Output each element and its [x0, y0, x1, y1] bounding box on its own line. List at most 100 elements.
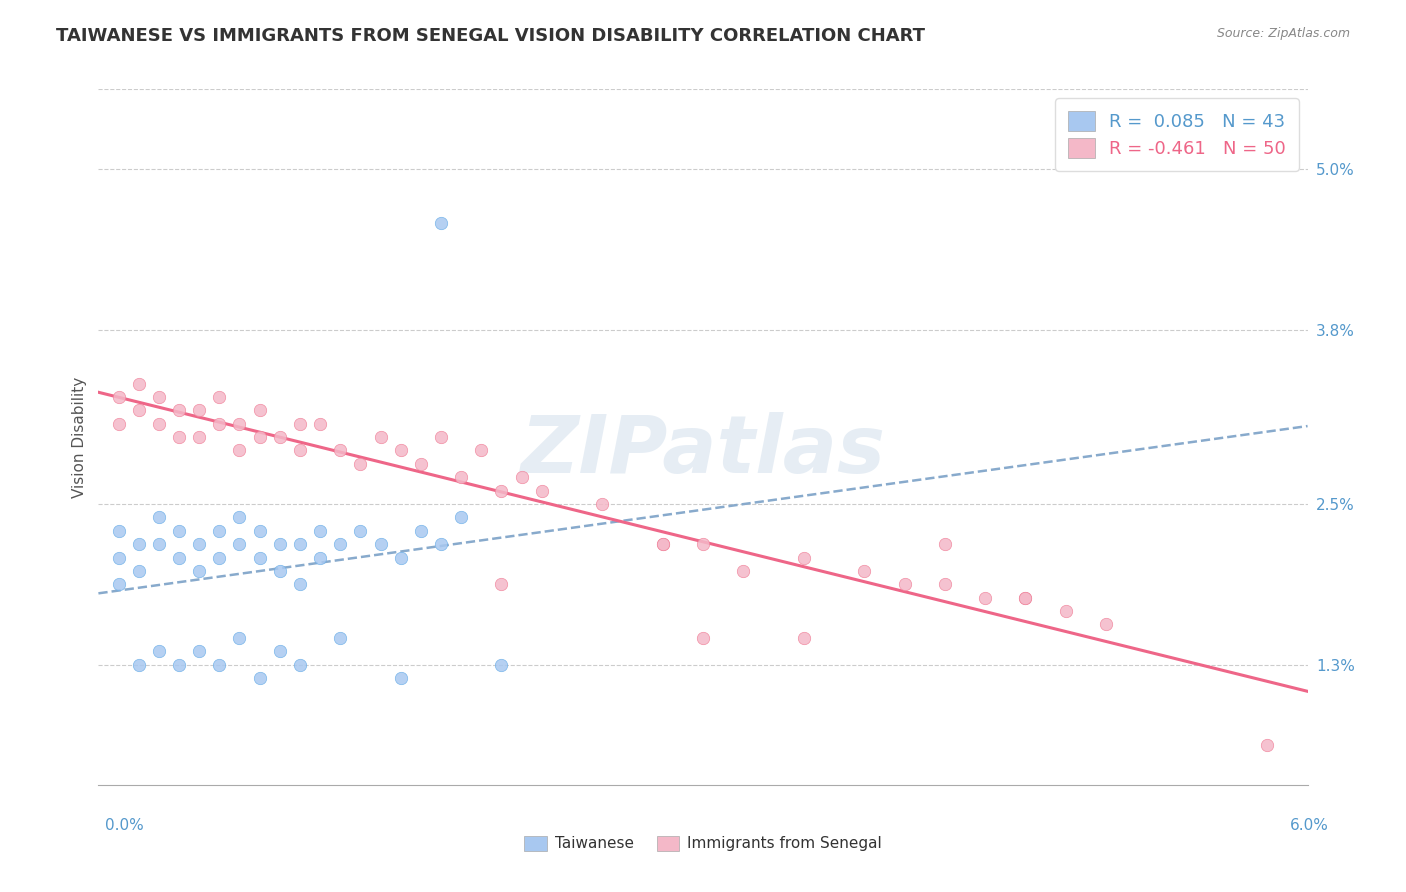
Text: ZIPatlas: ZIPatlas [520, 412, 886, 490]
Point [1014, 591, 1036, 605]
Text: TAIWANESE VS IMMIGRANTS FROM SENEGAL VISION DISABILITY CORRELATION CHART: TAIWANESE VS IMMIGRANTS FROM SENEGAL VIS… [56, 27, 925, 45]
Point [510, 470, 533, 484]
Point [349, 524, 371, 538]
Point [128, 403, 150, 417]
Point [188, 403, 211, 417]
Point [974, 591, 997, 605]
Point [148, 510, 170, 524]
Point [167, 550, 190, 565]
Point [288, 657, 311, 672]
Point [208, 550, 231, 565]
Point [269, 564, 291, 578]
Point [530, 483, 553, 498]
Point [430, 216, 453, 230]
Point [409, 457, 432, 471]
Point [430, 430, 453, 444]
Point [1014, 591, 1036, 605]
Point [148, 390, 170, 404]
Point [288, 537, 311, 551]
Point [188, 537, 211, 551]
Point [329, 631, 352, 645]
Point [249, 550, 271, 565]
Point [491, 577, 513, 591]
Point [269, 644, 291, 658]
Point [470, 443, 492, 458]
Point [370, 537, 392, 551]
Point [349, 457, 371, 471]
Point [167, 403, 190, 417]
Point [389, 443, 412, 458]
Point [430, 537, 453, 551]
Point [128, 376, 150, 391]
Point [208, 657, 231, 672]
Point [148, 417, 170, 431]
Point [107, 390, 129, 404]
Text: 6.0%: 6.0% [1289, 818, 1329, 832]
Point [491, 657, 513, 672]
Point [288, 577, 311, 591]
Point [208, 390, 231, 404]
Point [167, 430, 190, 444]
Point [208, 524, 231, 538]
Point [228, 537, 250, 551]
Point [128, 564, 150, 578]
Point [228, 510, 250, 524]
Point [107, 524, 129, 538]
Legend: R =  0.085   N = 43, R = -0.461   N = 50: R = 0.085 N = 43, R = -0.461 N = 50 [1054, 98, 1299, 170]
Point [107, 550, 129, 565]
Point [228, 417, 250, 431]
Point [309, 550, 332, 565]
Point [329, 537, 352, 551]
Point [491, 483, 513, 498]
Point [288, 417, 311, 431]
Point [228, 631, 250, 645]
Point [249, 671, 271, 685]
Point [148, 644, 170, 658]
Point [370, 430, 392, 444]
Point [692, 631, 714, 645]
Point [591, 497, 613, 511]
Point [450, 470, 472, 484]
Point [269, 537, 291, 551]
Point [107, 577, 129, 591]
Point [128, 537, 150, 551]
Point [1095, 617, 1118, 632]
Point [309, 417, 332, 431]
Point [450, 510, 472, 524]
Point [167, 657, 190, 672]
Legend: Taiwanese, Immigrants from Senegal: Taiwanese, Immigrants from Senegal [517, 830, 889, 857]
Y-axis label: Vision Disability: Vision Disability [72, 376, 87, 498]
Point [1256, 738, 1278, 752]
Point [249, 430, 271, 444]
Point [409, 524, 432, 538]
Point [389, 550, 412, 565]
Point [692, 537, 714, 551]
Point [269, 430, 291, 444]
Point [651, 537, 673, 551]
Point [793, 631, 815, 645]
Point [853, 564, 876, 578]
Point [128, 657, 150, 672]
Point [793, 550, 815, 565]
Point [188, 564, 211, 578]
Point [107, 417, 129, 431]
Point [329, 443, 352, 458]
Point [208, 417, 231, 431]
Point [188, 430, 211, 444]
Point [651, 537, 673, 551]
Point [288, 443, 311, 458]
Point [1054, 604, 1077, 618]
Point [309, 524, 332, 538]
Text: Source: ZipAtlas.com: Source: ZipAtlas.com [1216, 27, 1350, 40]
Point [249, 403, 271, 417]
Point [893, 577, 915, 591]
Point [934, 537, 956, 551]
Point [228, 443, 250, 458]
Point [188, 644, 211, 658]
Point [733, 564, 755, 578]
Point [148, 537, 170, 551]
Point [249, 524, 271, 538]
Point [934, 577, 956, 591]
Text: 0.0%: 0.0% [105, 818, 145, 832]
Point [167, 524, 190, 538]
